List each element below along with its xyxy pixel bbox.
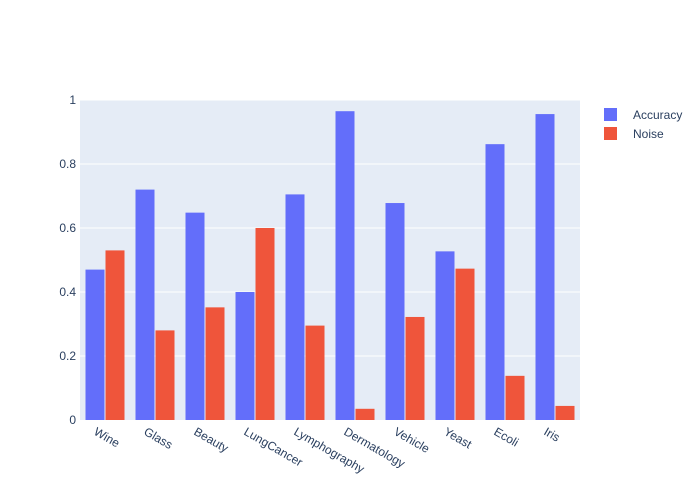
y-tick-label: 0.8: [59, 157, 76, 171]
legend-item-noise[interactable]: Noise: [604, 127, 664, 141]
bar-accuracy-wine[interactable]: [85, 269, 105, 420]
y-tick-label: 0: [69, 413, 76, 427]
bar-accuracy-vehicle[interactable]: [385, 203, 405, 420]
y-tick-label: 0.4: [59, 285, 76, 299]
legend-label: Noise: [633, 127, 664, 141]
x-axis-ticks: Wine Glass Beauty LungCancerLymphographyDer…: [92, 424, 563, 476]
bar-accuracy-iris[interactable]: [535, 114, 555, 420]
bar-noise-vehicle[interactable]: [405, 316, 425, 420]
bar-noise-ecoli[interactable]: [505, 375, 525, 420]
bar-accuracy-lungcancer[interactable]: [235, 292, 255, 420]
legend-swatch: [604, 108, 617, 121]
legend-item-accuracy[interactable]: Accuracy: [604, 108, 682, 122]
bar-noise-glass[interactable]: [155, 330, 175, 420]
bar-accuracy-beauty[interactable]: [185, 212, 205, 420]
bar-accuracy-ecoli[interactable]: [485, 144, 505, 420]
x-tick-label: Ecoli: [492, 424, 522, 449]
x-tick-label: Glass: [142, 424, 176, 451]
x-tick-label: Wine: [92, 424, 123, 450]
y-axis-ticks: 0 0.2 0.4 0.6 0.8 1: [59, 93, 76, 427]
x-tick-label: Beauty: [192, 424, 231, 455]
bar-noise-iris[interactable]: [555, 405, 575, 420]
legend[interactable]: Accuracy Noise: [604, 108, 682, 141]
bar-noise-dermatology[interactable]: [355, 408, 375, 420]
bars: [85, 111, 575, 420]
bar-noise-lungcancer[interactable]: [255, 228, 275, 420]
legend-label: Accuracy: [633, 108, 682, 122]
bar-noise-lymphography[interactable]: [305, 325, 325, 420]
bar-accuracy-yeast[interactable]: [435, 251, 455, 420]
plot-background: [80, 100, 580, 420]
x-tick-label: Iris: [542, 424, 563, 444]
x-tick-label: Vehicle: [392, 424, 433, 456]
bar-accuracy-glass[interactable]: [135, 189, 155, 420]
bar-accuracy-lymphography[interactable]: [285, 194, 305, 420]
y-tick-label: 1: [69, 93, 76, 107]
bar-noise-wine[interactable]: [105, 250, 125, 420]
bar-noise-beauty[interactable]: [205, 307, 225, 420]
bar-noise-yeast[interactable]: [455, 268, 475, 420]
y-tick-label: 0.6: [59, 221, 76, 235]
legend-swatch: [604, 127, 617, 140]
y-tick-label: 0.2: [59, 349, 76, 363]
bar-accuracy-dermatology[interactable]: [335, 111, 355, 420]
x-tick-label: Yeast: [442, 424, 475, 451]
